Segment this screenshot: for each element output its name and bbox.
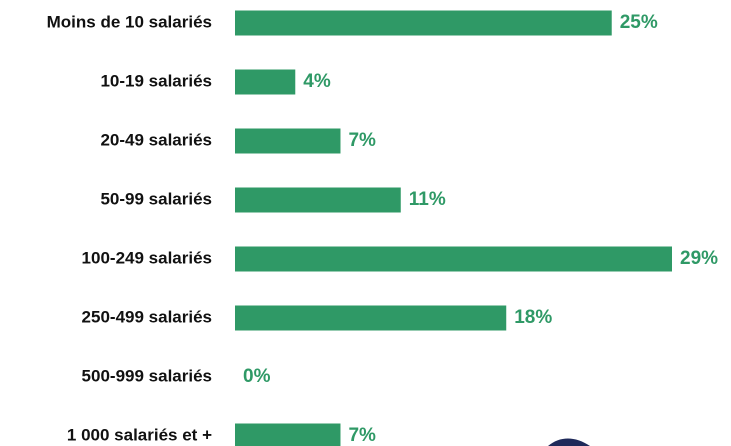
category-label: 50-99 salariés <box>100 189 212 208</box>
value-label: 0% <box>243 366 271 387</box>
bar <box>235 10 612 36</box>
decoration <box>548 438 590 446</box>
value-label: 25% <box>620 12 658 33</box>
bar <box>235 423 341 446</box>
value-label: 18% <box>514 307 552 328</box>
bar <box>235 69 296 95</box>
category-label: 20-49 salariés <box>100 130 212 149</box>
category-label: Moins de 10 salariés <box>47 12 212 31</box>
value-label: 7% <box>348 425 376 446</box>
bar <box>235 246 672 272</box>
category-label: 100-249 salariés <box>82 248 212 267</box>
value-label: 29% <box>680 248 718 269</box>
value-label: 11% <box>409 189 446 210</box>
bar <box>235 187 401 213</box>
bar <box>235 305 507 331</box>
category-label: 1 000 salariés et + <box>67 425 212 444</box>
value-label: 7% <box>348 130 376 151</box>
category-label: 500-999 salariés <box>82 366 212 385</box>
category-label: 10-19 salariés <box>100 71 212 90</box>
value-label: 4% <box>303 71 331 92</box>
category-label: 250-499 salariés <box>82 307 212 326</box>
bar <box>235 128 341 154</box>
